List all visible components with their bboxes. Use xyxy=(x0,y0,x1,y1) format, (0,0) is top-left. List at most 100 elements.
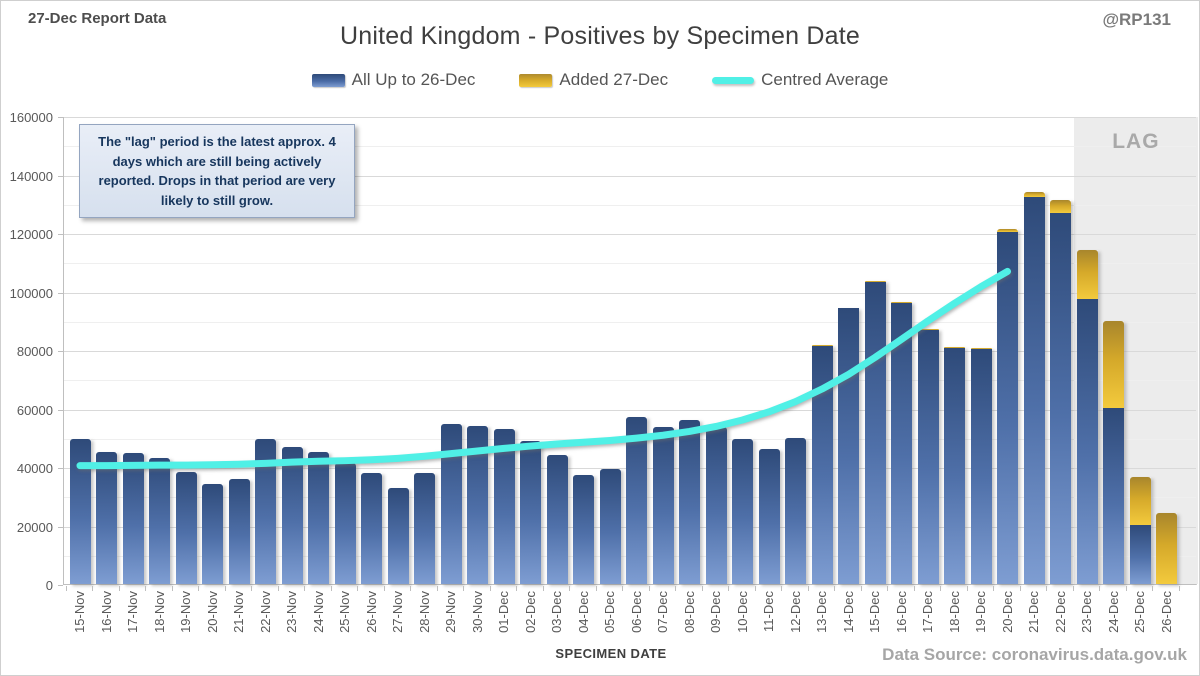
x-axis-tick xyxy=(648,586,650,591)
bar-segment-blue-05-Dec xyxy=(599,469,621,584)
x-axis-tick-label: 06-Dec xyxy=(628,591,644,633)
x-axis-tick xyxy=(807,586,809,591)
bar-segment-added-24-Dec xyxy=(1103,321,1124,408)
bar-segment-blue-29-Nov xyxy=(440,424,462,584)
x-axis-tick xyxy=(304,586,306,591)
x-axis-tick xyxy=(251,586,253,591)
bar-segment-blue-20-Dec xyxy=(997,231,1018,584)
bar-23-Nov xyxy=(281,447,303,584)
x-axis-tick-label: 19-Nov xyxy=(178,591,193,633)
bar-segment-blue-15-Nov xyxy=(69,438,91,584)
x-axis-title: SPECIMEN DATE xyxy=(555,646,667,661)
x-axis-tick xyxy=(860,586,862,591)
x-axis-tick-label: 16-Dec xyxy=(893,591,909,633)
bar-segment-blue-01-Dec xyxy=(493,428,515,584)
bar-segment-blue-03-Dec xyxy=(546,455,568,584)
x-axis-tick xyxy=(887,586,889,591)
y-axis-tick xyxy=(58,234,63,235)
x-axis-tick xyxy=(1125,586,1127,591)
gridline xyxy=(64,234,1196,235)
x-axis-tick-label: 09-Dec xyxy=(708,591,723,633)
bar-segment-blue-21-Nov xyxy=(228,479,250,584)
x-axis-tick-label: 24-Nov xyxy=(310,591,326,633)
x-axis-tick xyxy=(834,586,836,591)
x-axis-tick-label: 12-Dec xyxy=(787,591,803,633)
y-axis-tick-label: 160000 xyxy=(9,110,53,125)
y-axis-tick-label: 140000 xyxy=(9,168,53,184)
bar-segment-blue-15-Dec xyxy=(864,281,886,584)
x-axis-tick xyxy=(701,586,703,591)
x-axis-tick-label: 15-Dec xyxy=(867,591,882,633)
x-axis-tick xyxy=(277,586,279,591)
bar-segment-added-21-Dec xyxy=(1023,191,1045,198)
bar-segment-added-23-Dec xyxy=(1076,249,1098,300)
bar-17-Nov xyxy=(122,452,144,584)
bar-24-Nov xyxy=(308,452,329,584)
y-axis-tick xyxy=(58,175,63,177)
bar-01-Dec xyxy=(493,428,515,584)
bar-09-Dec xyxy=(705,427,727,584)
legend-item-all-up-to: All Up to 26-Dec xyxy=(311,70,475,90)
gridline xyxy=(64,263,1196,265)
x-axis-tick-label: 23-Dec xyxy=(1079,591,1094,633)
x-axis-tick-label: 27-Nov xyxy=(390,591,405,633)
bar-20-Nov xyxy=(202,483,223,584)
bar-segment-blue-13-Dec xyxy=(811,345,833,584)
x-axis-tick-label: 17-Dec xyxy=(920,591,935,633)
blue-bar-swatch-icon xyxy=(311,73,345,87)
bar-segment-blue-30-Nov xyxy=(467,426,488,584)
x-axis-tick xyxy=(171,586,173,591)
x-axis-tick xyxy=(436,586,438,591)
x-axis-tick-label: 05-Dec xyxy=(602,591,617,633)
x-axis-tick-label: 20-Nov xyxy=(204,591,220,633)
gridline xyxy=(64,117,1196,118)
bar-25-Dec xyxy=(1129,476,1151,584)
bar-28-Nov xyxy=(414,472,435,584)
bar-06-Dec xyxy=(626,416,647,584)
bar-segment-blue-04-Dec xyxy=(573,474,594,584)
bar-segment-blue-22-Dec xyxy=(1050,212,1071,584)
y-axis-tick xyxy=(58,292,63,294)
bar-segment-blue-07-Dec xyxy=(652,426,674,584)
x-axis-tick-label: 22-Nov xyxy=(257,591,273,633)
bar-segment-blue-19-Nov xyxy=(175,471,197,584)
x-axis-tick xyxy=(489,586,491,591)
y-axis-tick xyxy=(58,117,63,118)
x-axis-tick-label: 19-Dec xyxy=(973,591,988,633)
x-axis-tick xyxy=(383,586,385,591)
y-axis-tick-label: 0 xyxy=(45,578,53,593)
x-axis-tick xyxy=(542,586,544,591)
x-axis-tick-label: 26-Nov xyxy=(363,591,379,633)
legend-item-average: Centred Average xyxy=(712,70,888,90)
x-axis-tick xyxy=(357,586,359,591)
bar-segment-blue-18-Nov xyxy=(149,457,170,584)
lag-label: LAG xyxy=(1112,130,1160,153)
x-axis-tick-label: 03-Dec xyxy=(549,591,564,633)
bar-15-Nov xyxy=(69,438,91,584)
data-source-label: Data Source: coronavirus.data.gov.uk xyxy=(882,645,1187,664)
bar-segment-blue-08-Dec xyxy=(679,419,700,584)
bar-segment-blue-24-Nov xyxy=(308,452,329,584)
bar-segment-blue-14-Dec xyxy=(838,308,859,584)
bar-segment-blue-25-Dec xyxy=(1129,524,1151,584)
bar-segment-blue-26-Nov xyxy=(361,472,382,584)
y-axis-tick xyxy=(58,409,63,411)
bar-segment-added-22-Dec xyxy=(1050,199,1071,213)
x-axis-tick-label: 04-Dec xyxy=(575,591,591,633)
gridline xyxy=(64,204,1196,206)
bar-22-Nov xyxy=(255,438,276,584)
bar-02-Dec xyxy=(520,440,541,584)
y-axis-tick-label: 120000 xyxy=(9,227,53,242)
x-axis-tick-label: 23-Nov xyxy=(284,591,299,633)
x-axis-tick-label: 16-Nov xyxy=(98,591,114,633)
report-data-label: 27-Dec Report Data xyxy=(28,10,167,27)
y-axis-tick xyxy=(58,351,63,352)
x-axis-tick xyxy=(993,586,995,591)
bar-19-Nov xyxy=(175,471,197,584)
bar-segment-blue-10-Dec xyxy=(732,438,753,584)
bar-30-Nov xyxy=(467,426,488,584)
x-axis-tick xyxy=(118,586,120,591)
bar-segment-blue-19-Dec xyxy=(970,348,992,584)
x-axis-tick-label: 25-Nov xyxy=(337,591,352,633)
